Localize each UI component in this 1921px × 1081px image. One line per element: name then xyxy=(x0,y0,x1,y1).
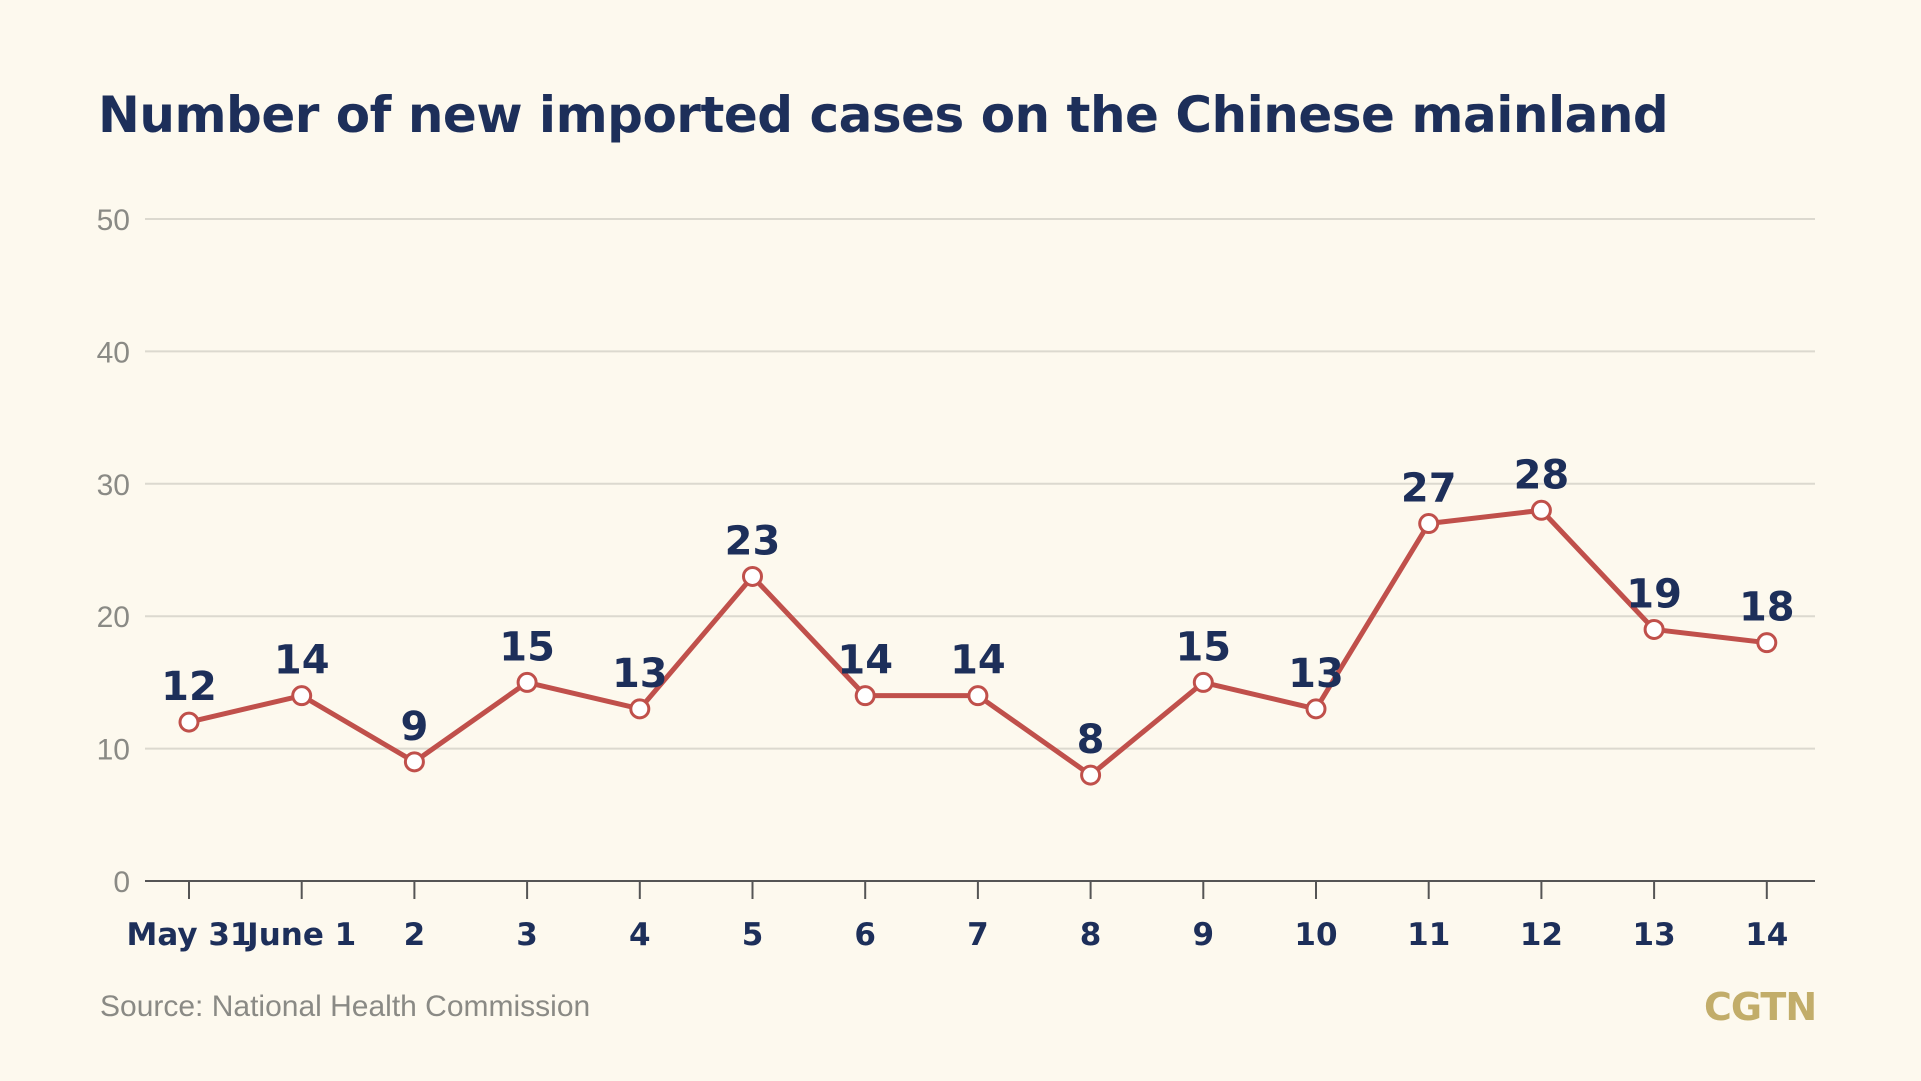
y-tick-label-30: 30 xyxy=(97,469,130,502)
data-label-0: 12 xyxy=(161,664,217,710)
x-tick-label-1: June 1 xyxy=(245,917,356,953)
data-point-13 xyxy=(1643,618,1665,640)
y-tick-label-50: 50 xyxy=(97,204,130,237)
data-label-8: 8 xyxy=(1077,717,1105,763)
data-point-5 xyxy=(742,565,763,587)
y-tick-label-20: 20 xyxy=(97,601,130,634)
x-tick-label-2: 2 xyxy=(404,917,426,953)
data-label-10: 13 xyxy=(1288,651,1344,697)
x-tick-label-13: 13 xyxy=(1633,917,1676,953)
data-point-3 xyxy=(516,671,538,693)
source-note: Source: National Health Commission xyxy=(100,990,591,1023)
x-tick-label-8: 8 xyxy=(1080,917,1102,953)
data-point-8 xyxy=(1080,764,1102,786)
x-tick-label-14: 14 xyxy=(1745,917,1788,953)
x-tick-label-6: 6 xyxy=(854,917,876,953)
data-label-1: 14 xyxy=(274,638,330,684)
data-label-14: 18 xyxy=(1739,585,1795,631)
data-point-2 xyxy=(403,751,425,773)
data-point-7 xyxy=(967,685,989,707)
data-label-7: 14 xyxy=(950,638,1006,684)
chart-title: Number of new imported cases on the Chin… xyxy=(98,86,1669,144)
x-tick-label-0: May 31 xyxy=(127,917,252,953)
data-point-14 xyxy=(1756,632,1778,654)
y-tick-label-10: 10 xyxy=(97,734,130,767)
data-point-1 xyxy=(291,685,313,707)
data-label-2: 9 xyxy=(400,704,428,750)
y-tick-label-0: 0 xyxy=(113,866,130,899)
cgtn-logo: CGTN xyxy=(1704,985,1817,1029)
data-label-6: 14 xyxy=(837,638,893,684)
data-point-4 xyxy=(629,698,651,720)
data-label-5: 23 xyxy=(725,518,781,564)
data-label-9: 15 xyxy=(1175,624,1231,670)
data-point-9 xyxy=(1192,671,1214,693)
x-tick-label-3: 3 xyxy=(516,917,538,953)
x-tick-label-5: 5 xyxy=(742,917,764,953)
data-label-4: 13 xyxy=(612,651,668,697)
data-label-11: 27 xyxy=(1401,466,1457,512)
x-tick-label-12: 12 xyxy=(1520,917,1563,953)
data-point-0 xyxy=(178,711,200,733)
data-label-13: 19 xyxy=(1626,571,1682,617)
x-tick-label-9: 9 xyxy=(1193,917,1215,953)
data-point-11 xyxy=(1418,513,1440,535)
data-label-3: 15 xyxy=(499,624,555,670)
y-tick-label-40: 40 xyxy=(97,336,130,369)
data-label-12: 28 xyxy=(1514,452,1570,498)
data-point-6 xyxy=(854,685,876,707)
x-tick-label-7: 7 xyxy=(967,917,989,953)
x-tick-label-4: 4 xyxy=(629,917,651,953)
x-tick-label-11: 11 xyxy=(1407,917,1450,953)
x-tick-label-10: 10 xyxy=(1294,917,1337,953)
data-point-12 xyxy=(1530,499,1552,521)
data-point-10 xyxy=(1305,698,1327,720)
